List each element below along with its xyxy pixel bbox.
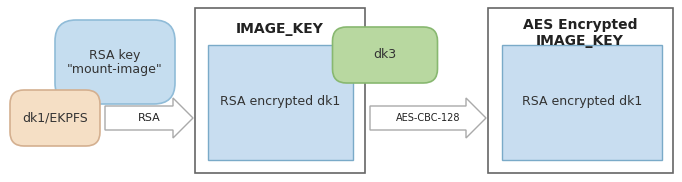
Text: RSA encrypted dk1: RSA encrypted dk1 — [220, 96, 340, 108]
FancyBboxPatch shape — [10, 90, 100, 146]
Bar — [195, 8, 365, 173]
Text: RSA key: RSA key — [89, 48, 140, 62]
Bar — [502, 45, 662, 160]
Bar — [488, 8, 673, 173]
FancyBboxPatch shape — [55, 20, 175, 104]
Text: IMAGE_KEY: IMAGE_KEY — [236, 22, 324, 36]
Text: RSA: RSA — [138, 113, 160, 123]
Text: "mount-image": "mount-image" — [67, 64, 163, 76]
Text: dk3: dk3 — [374, 48, 396, 62]
Bar — [208, 45, 353, 160]
FancyBboxPatch shape — [333, 27, 437, 83]
Text: AES-CBC-128: AES-CBC-128 — [396, 113, 460, 123]
Text: RSA encrypted dk1: RSA encrypted dk1 — [522, 96, 642, 108]
Text: AES Encrypted: AES Encrypted — [522, 18, 637, 32]
Text: dk1/EKPFS: dk1/EKPFS — [22, 112, 88, 124]
Text: IMAGE_KEY: IMAGE_KEY — [536, 34, 624, 48]
Polygon shape — [370, 98, 486, 138]
Polygon shape — [105, 98, 193, 138]
